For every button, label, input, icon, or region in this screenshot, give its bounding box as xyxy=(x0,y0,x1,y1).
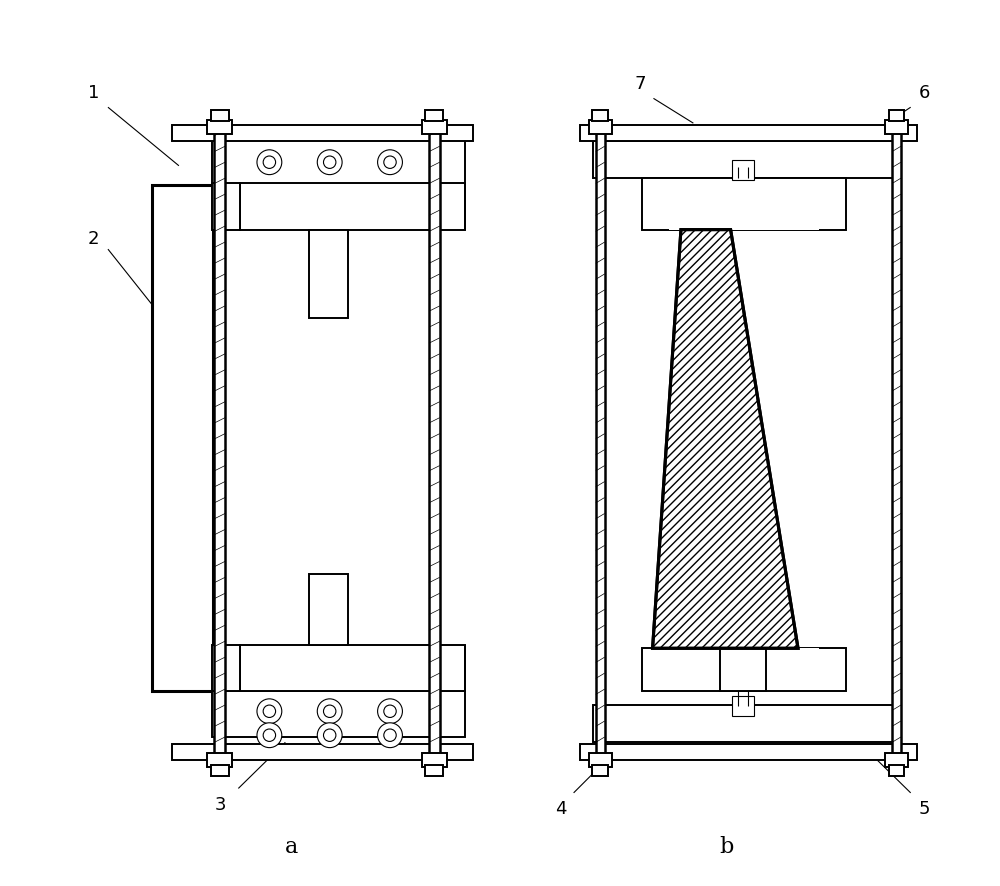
Bar xyxy=(429,126,440,760)
Bar xyxy=(212,184,240,230)
Bar xyxy=(642,179,846,230)
Text: 2: 2 xyxy=(88,230,100,248)
Bar xyxy=(207,120,232,135)
Text: 5: 5 xyxy=(918,799,930,817)
Circle shape xyxy=(323,705,336,718)
Text: 4: 4 xyxy=(555,799,566,817)
Bar xyxy=(212,140,465,186)
Circle shape xyxy=(263,157,276,169)
Circle shape xyxy=(257,151,282,175)
Bar xyxy=(885,120,908,135)
Bar xyxy=(593,142,895,179)
Circle shape xyxy=(263,705,276,718)
Polygon shape xyxy=(653,230,798,649)
Text: b: b xyxy=(719,835,733,857)
Circle shape xyxy=(317,723,342,748)
Text: a: a xyxy=(285,835,298,857)
Bar xyxy=(309,574,348,645)
Bar xyxy=(732,696,754,716)
Bar xyxy=(214,126,225,760)
Bar xyxy=(240,645,465,691)
Text: 7: 7 xyxy=(634,75,646,93)
Bar xyxy=(422,120,447,135)
Bar xyxy=(892,126,901,760)
Bar xyxy=(207,753,232,767)
Bar xyxy=(240,184,465,230)
Bar xyxy=(589,753,612,767)
Circle shape xyxy=(257,723,282,748)
Bar xyxy=(309,230,348,319)
Circle shape xyxy=(257,699,282,724)
Bar xyxy=(669,649,819,682)
Text: 3: 3 xyxy=(215,795,226,812)
Bar xyxy=(889,766,904,776)
Circle shape xyxy=(263,729,276,742)
Circle shape xyxy=(323,157,336,169)
Bar xyxy=(720,649,766,691)
Bar xyxy=(212,691,465,737)
Bar xyxy=(593,705,895,742)
Bar xyxy=(212,645,240,691)
Bar xyxy=(669,190,819,230)
Bar xyxy=(592,111,608,121)
Bar xyxy=(642,649,846,691)
Bar xyxy=(172,744,473,760)
Circle shape xyxy=(317,151,342,175)
Bar xyxy=(596,126,605,760)
Circle shape xyxy=(384,157,396,169)
Bar xyxy=(589,120,612,135)
Circle shape xyxy=(378,723,402,748)
Bar xyxy=(172,126,473,142)
Text: 1: 1 xyxy=(88,84,99,102)
Bar xyxy=(422,753,447,767)
Circle shape xyxy=(317,699,342,724)
Bar xyxy=(425,766,443,776)
Polygon shape xyxy=(152,186,213,691)
Bar xyxy=(211,766,229,776)
Bar xyxy=(425,111,443,121)
Circle shape xyxy=(378,699,402,724)
Bar xyxy=(592,766,608,776)
Bar xyxy=(580,126,917,142)
Bar xyxy=(885,753,908,767)
Bar xyxy=(211,111,229,121)
Text: 6: 6 xyxy=(918,84,930,102)
Circle shape xyxy=(384,729,396,742)
Bar xyxy=(732,161,754,181)
Circle shape xyxy=(378,151,402,175)
Bar xyxy=(580,744,917,760)
Circle shape xyxy=(384,705,396,718)
Bar xyxy=(889,111,904,121)
Circle shape xyxy=(323,729,336,742)
